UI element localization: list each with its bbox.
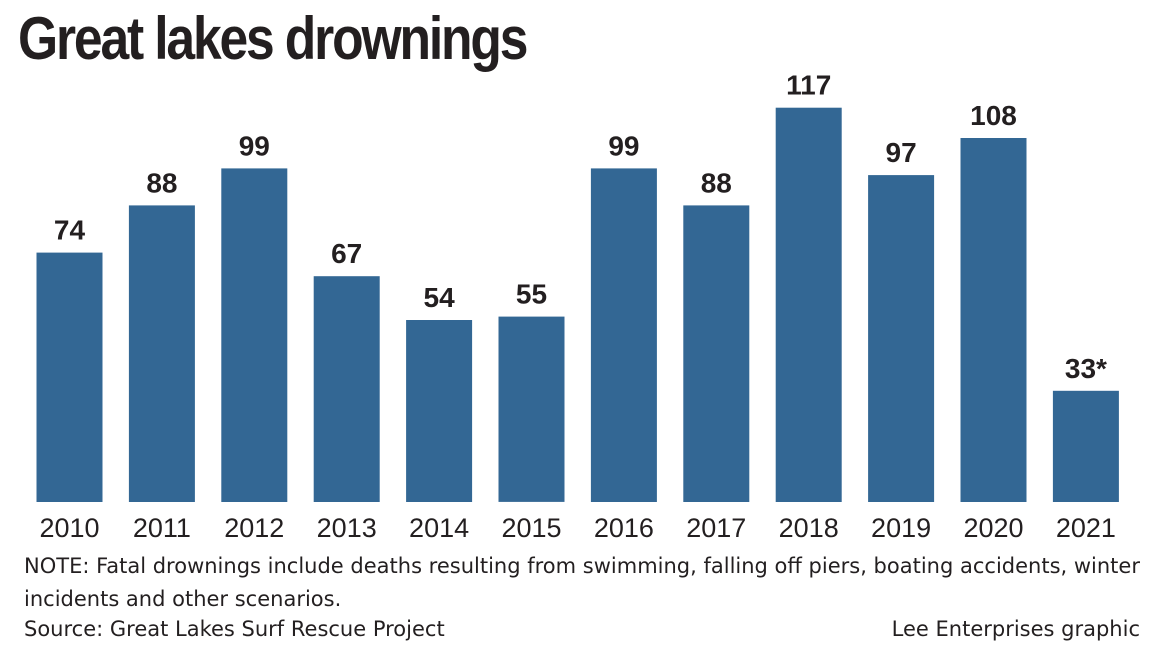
value-label-2015: 55 [516, 279, 547, 310]
bar-2021 [1052, 390, 1119, 502]
bar-2020 [960, 138, 1027, 502]
bar-2016 [590, 168, 657, 502]
value-label-2016: 99 [608, 130, 639, 161]
x-tick-label-2014: 2014 [409, 513, 469, 543]
x-tick-label-2018: 2018 [779, 513, 839, 543]
value-labels-group: 74 88 99 67 54 55 99 88 117 97 108 33* [54, 70, 1107, 384]
x-tick-label-2015: 2015 [501, 513, 561, 543]
bar-2014 [406, 320, 473, 502]
bar-2018 [775, 107, 842, 502]
value-label-2010: 74 [54, 215, 86, 246]
value-label-2020: 108 [970, 100, 1017, 131]
chart-note: NOTE: Fatal drownings include deaths res… [24, 554, 1140, 611]
chart-title: Great lakes drownings [18, 5, 528, 72]
chart-credit: Lee Enterprises graphic [891, 617, 1140, 641]
x-tick-label-2021: 2021 [1056, 513, 1116, 543]
bar-2015 [498, 316, 565, 502]
bars-group [36, 107, 1119, 502]
value-label-2013: 67 [331, 238, 362, 269]
value-label-2014: 54 [424, 282, 456, 313]
bar-2011 [128, 205, 195, 502]
bar-2010 [36, 252, 103, 502]
x-axis-tick-labels: 2010 2011 2012 2013 2014 2015 2016 2017 2018 2019… [39, 513, 1115, 543]
bar-2017 [683, 205, 750, 502]
value-label-2017: 88 [701, 167, 732, 198]
bar-2019 [868, 175, 935, 502]
value-label-2012: 99 [239, 130, 270, 161]
x-tick-label-2019: 2019 [871, 513, 931, 543]
bar-chart: 74 88 99 67 54 55 99 88 117 97 108 33* 2010 2011 2012… [36, 70, 1119, 543]
x-tick-label-2010: 2010 [39, 513, 99, 543]
bar-2012 [221, 168, 288, 502]
x-tick-label-2013: 2013 [317, 513, 377, 543]
x-tick-label-2012: 2012 [224, 513, 284, 543]
value-label-2018: 117 [786, 70, 831, 101]
value-label-2019: 97 [886, 137, 917, 168]
bar-2013 [313, 276, 380, 502]
x-tick-label-2011: 2011 [133, 513, 191, 543]
x-tick-label-2016: 2016 [594, 513, 654, 543]
x-tick-label-2017: 2017 [686, 513, 746, 543]
chart-source: Source: Great Lakes Surf Rescue Project [24, 617, 445, 641]
value-label-2011: 88 [146, 167, 177, 198]
value-label-2021: 33* [1065, 353, 1107, 384]
x-tick-label-2020: 2020 [963, 513, 1023, 543]
